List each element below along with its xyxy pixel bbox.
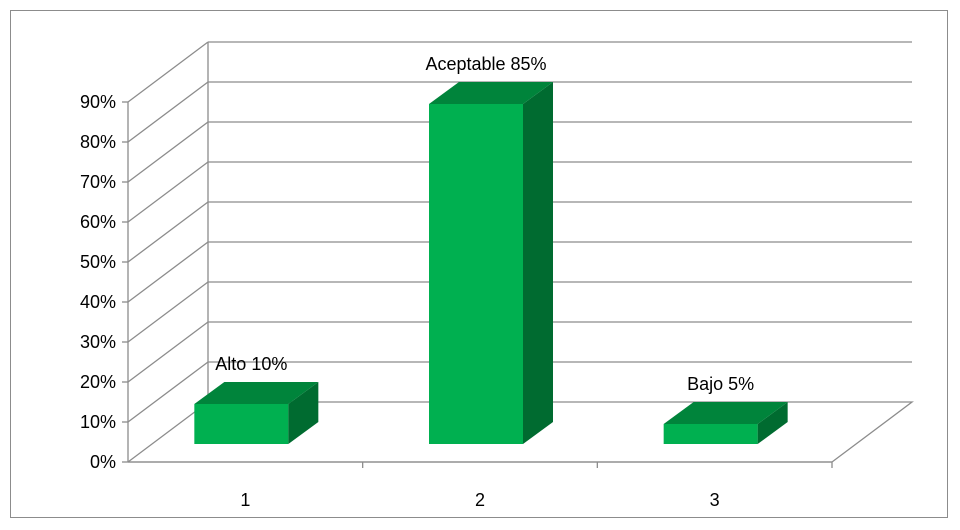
side-wall-gridline xyxy=(127,361,209,423)
y-tick-label: 10% xyxy=(80,412,116,432)
x-tick-label: 2 xyxy=(475,490,485,510)
bar-side xyxy=(523,82,553,444)
x-tick-label: 3 xyxy=(710,490,720,510)
bar-top xyxy=(194,382,319,404)
y-tick-label: 90% xyxy=(80,92,116,112)
y-tick-label: 20% xyxy=(80,372,116,392)
bar-front xyxy=(429,104,523,444)
data-label: Bajo 5% xyxy=(687,374,754,394)
bar-front xyxy=(194,404,289,444)
y-tick-label: 50% xyxy=(80,252,116,272)
y-tick-label: 0% xyxy=(90,452,116,472)
side-wall-gridline xyxy=(127,241,209,303)
bar-front xyxy=(663,424,758,444)
bar-side xyxy=(288,382,319,444)
side-wall-gridline xyxy=(127,201,209,263)
y-tick-label: 60% xyxy=(80,212,116,232)
bar-top xyxy=(429,82,553,104)
side-wall-gridline xyxy=(127,121,209,183)
side-wall-gridline xyxy=(127,321,209,383)
side-wall-gridline xyxy=(127,161,209,223)
y-tick-label: 70% xyxy=(80,172,116,192)
bar-top xyxy=(663,402,788,424)
bar-2 xyxy=(429,82,553,444)
y-tick-label: 80% xyxy=(80,132,116,152)
side-wall-gridline xyxy=(127,81,209,143)
side-wall-gridline xyxy=(127,281,209,343)
data-label: Aceptable 85% xyxy=(425,54,546,74)
y-tick-label: 30% xyxy=(80,332,116,352)
bar-1 xyxy=(194,382,319,444)
x-tick-label: 1 xyxy=(240,490,250,510)
bar-3 xyxy=(663,402,788,444)
data-label: Alto 10% xyxy=(215,354,287,374)
gridlines xyxy=(122,41,914,468)
bar-side xyxy=(757,402,788,444)
y-tick-label: 40% xyxy=(80,292,116,312)
side-wall-gridline xyxy=(127,41,209,103)
